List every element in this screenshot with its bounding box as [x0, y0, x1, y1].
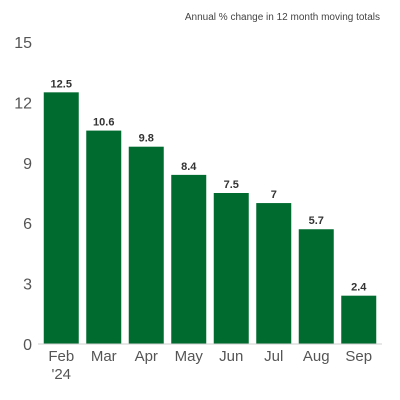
y-tick-label: 15 [14, 35, 32, 52]
x-tick-label: May [175, 348, 204, 365]
data-label: 8.4 [181, 161, 197, 173]
bar-sep [341, 295, 377, 344]
data-labels: 12.5 10.6 9.8 8.4 7.5 7 5.7 2.4 [51, 78, 368, 293]
bar-apr [128, 146, 164, 344]
x-tick-label: Jun [219, 348, 243, 365]
x-tick-label: Aug [303, 348, 330, 365]
bars [43, 92, 377, 344]
data-label: 5.7 [309, 215, 324, 227]
x-tick-label: Jul [264, 348, 283, 365]
x-tick-label: Feb [48, 348, 74, 365]
data-label: 2.4 [351, 282, 367, 294]
x-tick-label: Apr [135, 348, 158, 365]
y-tick-label: 3 [23, 277, 32, 294]
x-tick-label: Mar [91, 348, 117, 365]
data-label: 7.5 [224, 179, 239, 191]
data-label: 9.8 [139, 133, 154, 145]
y-tick-label: 0 [23, 337, 32, 354]
bar-mar [86, 130, 122, 344]
x-tick-label: Sep [345, 348, 372, 365]
data-label: 10.6 [93, 117, 114, 129]
chart-subtitle: Annual % change in 12 month moving total… [185, 12, 380, 23]
bar-jul [256, 203, 292, 344]
bar-feb [43, 92, 79, 344]
bar-jun [213, 193, 249, 344]
y-axis: 0 3 6 9 12 15 [14, 35, 32, 354]
data-label: 7 [271, 189, 277, 201]
bar-aug [298, 229, 334, 344]
data-label: 12.5 [51, 78, 72, 90]
y-tick-label: 6 [23, 216, 32, 233]
bar-may [171, 174, 207, 344]
y-tick-label: 12 [14, 95, 32, 112]
y-tick-label: 9 [23, 156, 32, 173]
x-axis: Feb'24 Mar Apr May Jun Jul Aug Sep [48, 348, 372, 383]
x-tick-sublabel: '24 [51, 366, 71, 383]
